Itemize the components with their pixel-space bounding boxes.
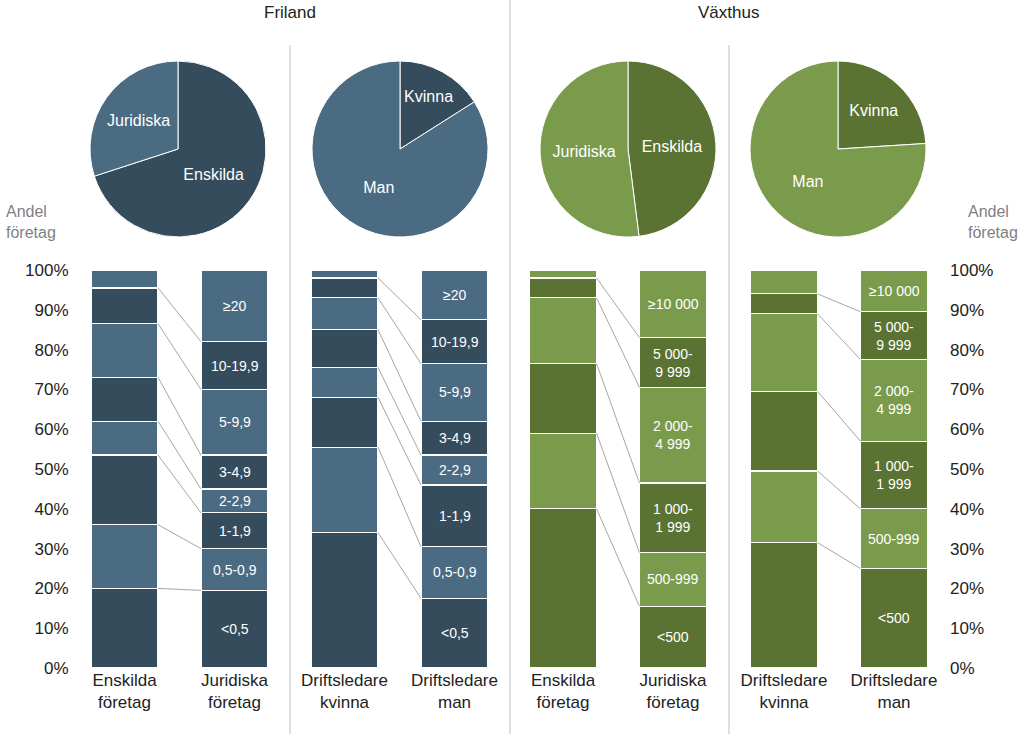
svg-text:0%: 0% [950, 659, 975, 678]
svg-text:2 000-4 999: 2 000-4 999 [653, 418, 693, 452]
svg-text:90%: 90% [34, 301, 68, 320]
svg-text:Driftsledareman: Driftsledareman [851, 671, 938, 712]
svg-text:Växthus: Växthus [698, 3, 759, 22]
svg-text:20%: 20% [950, 579, 984, 598]
svg-text:5-9,9: 5-9,9 [219, 414, 251, 430]
svg-text:Juridiska: Juridiska [552, 143, 615, 160]
svg-text:0%: 0% [44, 659, 69, 678]
svg-text:<500: <500 [657, 629, 689, 645]
svg-text:10%: 10% [34, 619, 68, 638]
svg-text:30%: 30% [950, 540, 984, 559]
svg-text:1 000-1 999: 1 000-1 999 [653, 501, 693, 535]
svg-text:2 000-4 999: 2 000-4 999 [874, 383, 914, 417]
svg-text:80%: 80% [950, 341, 984, 360]
svg-text:60%: 60% [34, 420, 68, 439]
svg-text:70%: 70% [950, 380, 984, 399]
svg-text:10-19,9: 10-19,9 [431, 334, 479, 350]
svg-text:Man: Man [363, 179, 394, 196]
svg-text:40%: 40% [950, 500, 984, 519]
svg-text:10%: 10% [950, 619, 984, 638]
svg-text:5 000-9 999: 5 000-9 999 [874, 319, 914, 353]
svg-text:3-4,9: 3-4,9 [439, 430, 471, 446]
svg-text:Enskildaföretag: Enskildaföretag [92, 671, 157, 712]
svg-text:2-2,9: 2-2,9 [439, 462, 471, 478]
svg-text:60%: 60% [950, 420, 984, 439]
svg-text:80%: 80% [34, 341, 68, 360]
svg-text:Enskilda: Enskilda [183, 166, 244, 183]
svg-text:≥10 000: ≥10 000 [648, 296, 699, 312]
svg-text:Driftsledarekvinna: Driftsledarekvinna [741, 671, 828, 712]
svg-text:Kvinna: Kvinna [404, 88, 453, 105]
svg-text:Andelföretag: Andelföretag [6, 203, 56, 241]
svg-text:1-1,9: 1-1,9 [219, 523, 251, 539]
svg-text:5-9,9: 5-9,9 [439, 384, 471, 400]
svg-text:<0,5: <0,5 [221, 621, 249, 637]
svg-text:Man: Man [792, 173, 823, 190]
svg-text:50%: 50% [950, 460, 984, 479]
svg-text:0,5-0,9: 0,5-0,9 [433, 564, 477, 580]
svg-text:Friland: Friland [264, 3, 316, 22]
svg-text:100%: 100% [950, 261, 993, 280]
svg-text:≥20: ≥20 [223, 298, 246, 314]
svg-text:30%: 30% [34, 540, 68, 559]
svg-text:Kvinna: Kvinna [849, 102, 898, 119]
svg-text:70%: 70% [34, 380, 68, 399]
svg-text:Andelföretag: Andelföretag [968, 203, 1018, 241]
svg-text:Juridiska: Juridiska [107, 112, 170, 129]
svg-text:Driftsledareman: Driftsledareman [411, 671, 498, 712]
svg-text:<500: <500 [878, 610, 910, 626]
svg-text:20%: 20% [34, 579, 68, 598]
svg-text:Enskilda: Enskilda [642, 138, 703, 155]
svg-text:10-19,9: 10-19,9 [211, 358, 259, 374]
svg-text:<0,5: <0,5 [441, 625, 469, 641]
svg-text:Juridiskaföretag: Juridiskaföretag [639, 671, 707, 712]
svg-text:90%: 90% [950, 301, 984, 320]
svg-text:2-2,9: 2-2,9 [219, 493, 251, 509]
svg-text:100%: 100% [25, 261, 68, 280]
svg-text:1-1,9: 1-1,9 [439, 508, 471, 524]
svg-text:40%: 40% [34, 500, 68, 519]
svg-text:≥10 000: ≥10 000 [869, 283, 920, 299]
svg-text:1 000-1 999: 1 000-1 999 [874, 458, 914, 492]
svg-text:5 000-9 999: 5 000-9 999 [653, 346, 693, 380]
svg-text:Driftsledarekvinna: Driftsledarekvinna [301, 671, 388, 712]
svg-text:50%: 50% [34, 460, 68, 479]
svg-text:Enskildaföretag: Enskildaföretag [531, 671, 596, 712]
svg-text:≥20: ≥20 [443, 287, 466, 303]
svg-text:500-999: 500-999 [868, 531, 920, 547]
svg-text:500-999: 500-999 [647, 571, 699, 587]
svg-text:Juridiskaföretag: Juridiskaföretag [201, 671, 269, 712]
svg-text:0,5-0,9: 0,5-0,9 [213, 562, 257, 578]
svg-text:3-4,9: 3-4,9 [219, 464, 251, 480]
